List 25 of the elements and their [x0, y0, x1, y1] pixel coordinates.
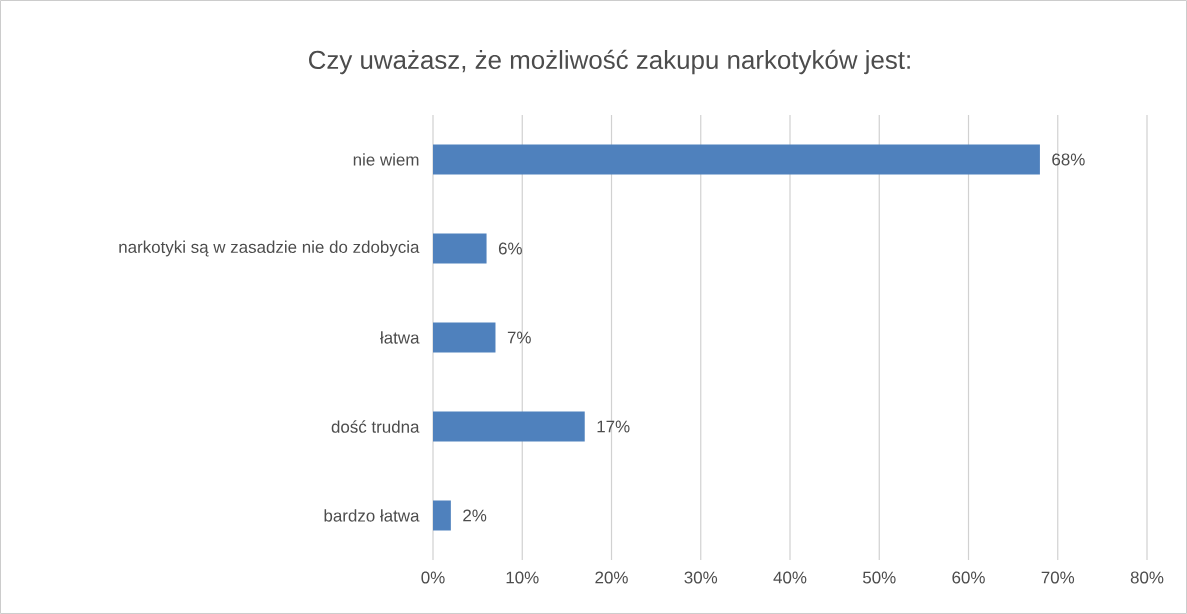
y-tick-label: bardzo łatwa — [324, 509, 420, 522]
data-label: 7% — [507, 331, 531, 344]
data-label: 6% — [498, 242, 522, 255]
x-tick-label: 30% — [684, 571, 718, 584]
y-tick-label: nie wiem — [353, 153, 419, 166]
x-tick-label: 70% — [1041, 571, 1075, 584]
x-tick-label: 20% — [595, 571, 628, 584]
x-tick-label: 40% — [773, 571, 807, 584]
x-tick-label: 50% — [862, 571, 896, 584]
y-tick-label: łatwa — [380, 331, 420, 344]
x-tick-label: 60% — [952, 571, 985, 584]
data-label: 17% — [597, 420, 630, 433]
bar — [433, 233, 487, 264]
bar — [433, 322, 496, 353]
x-tick-label: 10% — [506, 571, 539, 584]
data-label: 68% — [1052, 153, 1085, 166]
bar — [433, 144, 1040, 175]
x-tick-label: 0% — [421, 571, 445, 584]
x-tick-label: 80% — [1130, 571, 1164, 584]
bar — [433, 411, 585, 442]
y-tick-label: narkotyki są w zasadzie nie do zdobycia — [119, 240, 420, 257]
y-tick-label: dość trudna — [331, 420, 420, 433]
bar — [433, 500, 451, 531]
data-label: 2% — [463, 509, 487, 522]
chart-title: Czy uważasz, że możliwość zakupu narkotyków jest: — [309, 49, 910, 75]
